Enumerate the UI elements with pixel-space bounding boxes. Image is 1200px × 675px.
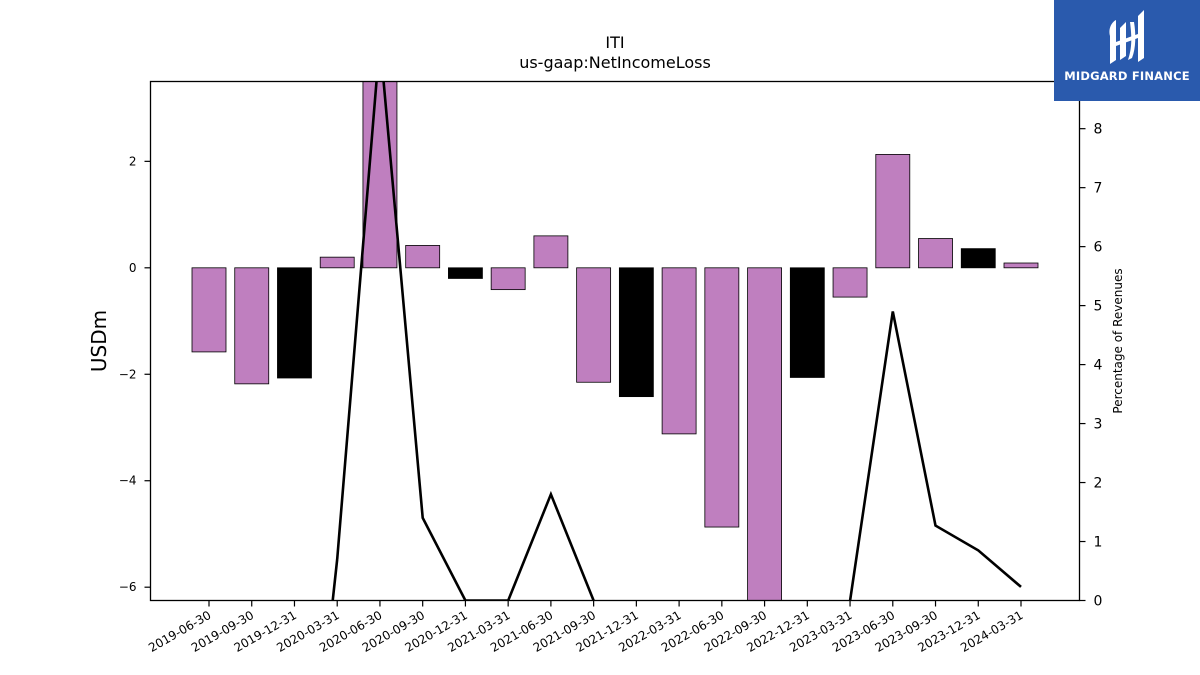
logo-text: MIDGARD FINANCE [1064,69,1190,83]
y2-tick-label: 6 [1094,240,1103,256]
bar-2023-09-30 [918,238,953,269]
y-axis-label: USDm [87,310,111,372]
bar-2022-12-31 [789,267,825,378]
bar-2019-12-31 [277,267,312,379]
y-axis-right: 0 1 2 3 4 5 6 7 8 [1079,122,1103,610]
bar-2024-03-31 [1003,262,1039,269]
y-tick-label: 2 [129,154,137,168]
bar-2019-09-30 [234,267,270,385]
line-percentage-of-revenues [331,81,1022,601]
chart-title: ITI [605,33,624,52]
y-axis-left: 2 0 −2 −4 −6 [119,154,151,594]
bar-2021-09-30 [576,267,612,383]
y-tick-label: −6 [119,580,137,594]
bar-2023-06-30 [875,154,911,269]
y-tick-label: −2 [119,367,137,381]
bar-2023-03-31 [832,267,868,298]
bar-2019-06-30 [191,267,227,353]
midgard-finance-logo: MIDGARD FINANCE [1054,0,1200,101]
bar-series [191,81,1039,601]
y-tick-label: 0 [129,261,137,275]
y2-tick-label: 0 [1094,594,1103,610]
plot-frame [149,80,1081,602]
bar-2022-03-31 [661,267,697,435]
y2-tick-label: 3 [1094,417,1103,433]
y2-tick-label: 5 [1094,299,1103,315]
bar-2020-03-31 [319,256,355,269]
y2-tick-label: 8 [1094,122,1103,138]
midgard-logo-icon [1109,10,1144,64]
bar-2021-03-31 [490,267,526,291]
bar-2020-09-30 [405,245,441,269]
y2-tick-label: 4 [1094,358,1103,374]
chart-subtitle: us-gaap:NetIncomeLoss [519,53,711,72]
bar-2023-12-31 [960,248,996,269]
bar-2022-09-30 [747,267,782,601]
bar-2022-06-30 [704,267,740,528]
x-axis: 2019-06-302019-09-302019-12-312020-03-31… [146,600,1026,655]
bar-2021-06-30 [533,235,569,269]
line-series [331,81,1022,601]
y2-axis-label: Percentage of Revenues [1111,268,1125,413]
y2-tick-label: 7 [1094,181,1103,197]
y-tick-label: −4 [119,474,137,488]
y2-tick-label: 2 [1094,476,1103,492]
bar-2020-12-31 [448,267,483,279]
bar-2021-12-31 [618,267,654,398]
y2-tick-label: 1 [1094,535,1103,551]
